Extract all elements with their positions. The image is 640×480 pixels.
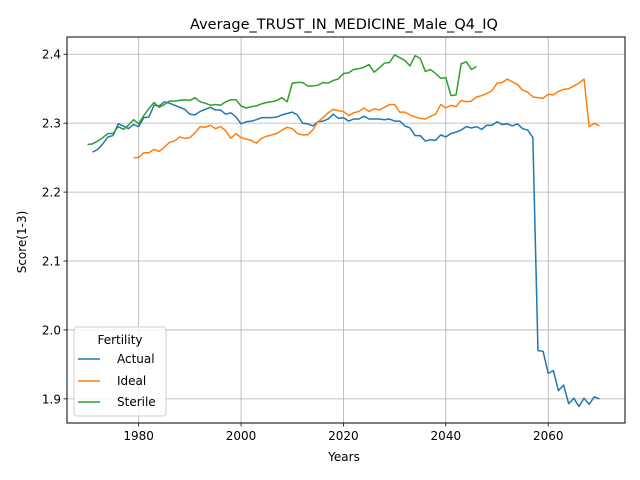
- x-tick-label-2060: 2060: [533, 429, 564, 443]
- grid-lines: [67, 37, 625, 423]
- x-axis-ticks: 1980 2000 2020 2040 2060: [123, 423, 563, 443]
- y-tick-label-2-3: 2.3: [42, 117, 61, 131]
- series-line-sterile: [87, 54, 477, 146]
- legend-label-actual: Actual: [117, 352, 155, 366]
- x-axis-label: Years: [327, 450, 360, 464]
- y-tick-label-2-4: 2.4: [42, 48, 61, 62]
- x-tick-label-2020: 2020: [328, 429, 359, 443]
- y-axis-label: Score(1-3): [15, 211, 29, 274]
- y-tick-label-1-9: 1.9: [42, 392, 61, 406]
- y-tick-label-2-1: 2.1: [42, 255, 61, 269]
- legend: Fertility Actual Ideal Sterile: [73, 326, 167, 417]
- y-tick-label-2-0: 2.0: [42, 323, 61, 337]
- legend-box: [73, 326, 167, 417]
- legend-label-sterile: Sterile: [117, 395, 156, 409]
- x-tick-label-2000: 2000: [226, 429, 257, 443]
- chart-title: Average_TRUST_IN_MEDICINE_Male_Q4_IQ: [190, 17, 498, 33]
- x-tick-label-2040: 2040: [431, 429, 462, 443]
- legend-label-ideal: Ideal: [117, 374, 146, 388]
- y-tick-label-2-2: 2.2: [42, 186, 61, 200]
- legend-title: Fertility: [97, 333, 142, 347]
- plot-area-frame: [66, 36, 626, 424]
- y-axis-ticks: 1.9 2.0 2.1 2.2 2.3 2.4: [42, 48, 67, 406]
- series-lines: [87, 54, 600, 408]
- x-tick-label-1980: 1980: [123, 429, 154, 443]
- series-line-actual: [92, 101, 600, 408]
- series-line-ideal: [133, 78, 600, 159]
